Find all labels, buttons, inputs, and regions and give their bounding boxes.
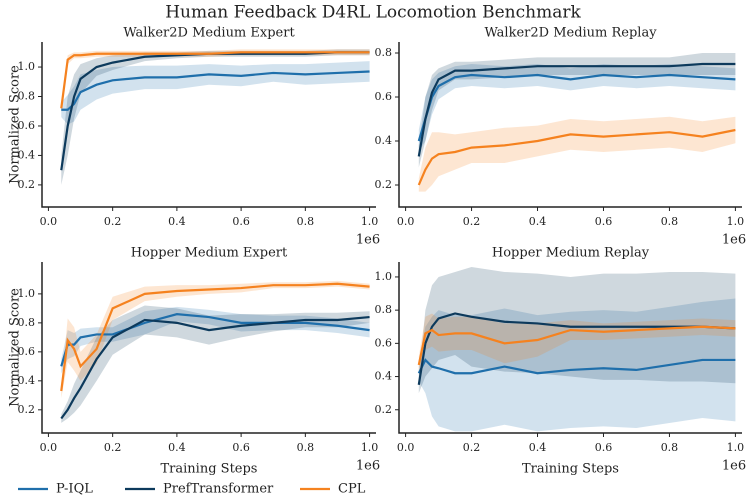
x-tick-label: 1.0 (361, 441, 379, 454)
x-tick-label: 0.2 (104, 215, 122, 228)
series-line (60, 315, 370, 420)
subplot-title: Walker2D Medium Replay (484, 26, 657, 41)
series-line (417, 62, 736, 157)
y-tick-label: 1.0 (18, 60, 36, 73)
axis-spines (398, 42, 742, 208)
y-tick-label: 1.0 (375, 270, 393, 283)
x-tick-label: 0.0 (397, 215, 415, 228)
y-tick-label: 0.6 (18, 119, 36, 132)
y-tick-label: 0.8 (18, 316, 36, 329)
x-tick-label: 0.8 (297, 215, 315, 228)
x-tick-label: 0.2 (104, 441, 122, 454)
series-line (60, 313, 370, 367)
series-line (60, 51, 370, 171)
band (418, 298, 736, 432)
x-tick-label: 0.4 (529, 215, 547, 228)
x-tick-label: 0.2 (463, 215, 481, 228)
y-tick-label: 0.6 (18, 345, 36, 358)
y-tick-label: 0.4 (375, 134, 393, 147)
y-tick-label: 0.8 (18, 90, 36, 103)
x-axis-label: Training Steps (161, 462, 258, 477)
x-tick-label: 1.0 (361, 215, 379, 228)
x-tick-label: 1.0 (727, 215, 745, 228)
legend-label: PrefTransformer (163, 482, 274, 497)
x-tick-label: 0.6 (595, 215, 613, 228)
x-tick-label: 0.8 (661, 441, 679, 454)
x-tick-label: 0.6 (232, 441, 250, 454)
y-tick-label: 0.4 (18, 148, 36, 161)
y-tick-label: 0.2 (375, 178, 393, 191)
legend-label: P-IQL (56, 482, 93, 497)
x-tick-label: 0.4 (168, 441, 186, 454)
y-tick-label: 1.0 (18, 287, 36, 300)
x-tick-label: 0.8 (661, 215, 679, 228)
x-tick-label: 0.8 (297, 441, 315, 454)
y-tick-label: 0.2 (18, 178, 36, 191)
x-tick-label: 1.0 (727, 441, 745, 454)
series-line (60, 282, 370, 392)
y-tick-label: 0.4 (375, 370, 393, 383)
series-line (417, 325, 736, 366)
series-line (417, 128, 736, 186)
y-axis-label: Normalized Score (8, 288, 23, 407)
series-line (61, 70, 370, 111)
band (61, 49, 370, 113)
series-line (60, 51, 370, 109)
x-tick-label: 0.4 (529, 441, 547, 454)
subplot-title: Walker2D Medium Expert (123, 26, 295, 41)
series-line (417, 312, 736, 386)
x-tick-label: 0.0 (40, 215, 58, 228)
axis-spines (41, 42, 376, 208)
x-offset-label: 1e6 (722, 459, 746, 474)
y-tick-label: 0.8 (375, 303, 393, 316)
y-axis-label: Normalized Score (8, 65, 23, 184)
x-tick-label: 0.0 (40, 441, 58, 454)
y-tick-label: 0.2 (18, 403, 36, 416)
legend-label: CPL (338, 482, 366, 497)
band (418, 64, 736, 152)
x-tick-label: 0.6 (232, 215, 250, 228)
subplot-title: Hopper Medium Replay (492, 246, 650, 261)
x-tick-label: 0.0 (397, 441, 415, 454)
y-tick-label: 0.2 (375, 403, 393, 416)
band (418, 116, 736, 192)
y-tick-label: 0.4 (18, 374, 36, 387)
series-line (417, 358, 736, 375)
x-tick-label: 0.6 (595, 441, 613, 454)
band (61, 49, 370, 185)
band (61, 305, 370, 423)
x-offset-label: 1e6 (356, 459, 380, 474)
y-tick-label: 0.6 (375, 336, 393, 349)
x-tick-label: 0.4 (168, 215, 186, 228)
x-offset-label: 1e6 (722, 233, 746, 248)
subplot-title: Hopper Medium Expert (131, 246, 288, 261)
axis-spines (41, 262, 376, 434)
x-offset-label: 1e6 (356, 233, 380, 248)
x-axis-label: Training Steps (522, 462, 619, 477)
series-line (417, 73, 736, 142)
y-tick-label: 0.6 (375, 90, 393, 103)
axis-spines (398, 262, 742, 434)
x-tick-label: 0.2 (463, 441, 481, 454)
figure-title: Human Feedback D4RL Locomotion Benchmark (165, 3, 581, 23)
y-tick-label: 0.8 (375, 46, 393, 59)
